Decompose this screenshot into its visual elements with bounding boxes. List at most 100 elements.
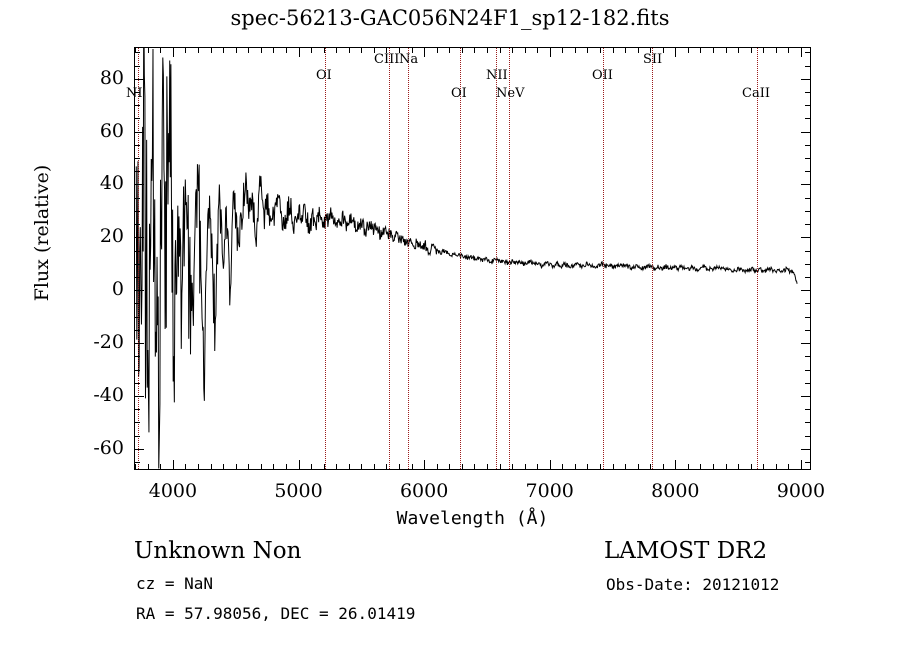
axis-tick xyxy=(134,316,140,318)
axis-tick xyxy=(713,47,715,53)
axis-tick xyxy=(323,47,325,53)
y-tick-label: 0 xyxy=(111,278,124,301)
axis-tick xyxy=(801,237,811,239)
y-tick-label: -40 xyxy=(93,383,124,406)
axis-tick xyxy=(725,47,727,53)
x-tick-label: 8000 xyxy=(651,480,700,502)
axis-tick xyxy=(574,47,576,53)
axis-tick xyxy=(134,462,140,464)
axis-tick xyxy=(805,144,811,146)
axis-tick xyxy=(311,464,313,470)
x-axis-label: Wavelength (Å) xyxy=(396,508,549,529)
axis-tick xyxy=(524,464,526,470)
axis-tick xyxy=(260,47,262,53)
axis-tick xyxy=(805,422,811,424)
axis-tick xyxy=(587,47,589,53)
axis-tick xyxy=(763,47,765,53)
axis-tick xyxy=(788,464,790,470)
axis-tick xyxy=(675,47,677,57)
spectral-line-label: OII xyxy=(592,68,613,83)
axis-tick xyxy=(599,47,601,53)
spectral-line-marker xyxy=(325,48,326,469)
axis-tick xyxy=(801,343,811,345)
axis-tick xyxy=(805,210,811,212)
y-tick-label: 20 xyxy=(99,225,124,248)
axis-tick xyxy=(399,47,401,53)
page-title: spec-56213-GAC056N24F1_sp12-182.fits xyxy=(230,6,670,30)
axis-tick xyxy=(436,464,438,470)
axis-tick xyxy=(650,47,652,53)
axis-tick xyxy=(662,464,664,470)
axis-tick xyxy=(700,464,702,470)
axis-tick xyxy=(273,47,275,53)
axis-tick xyxy=(801,78,811,80)
axis-tick xyxy=(461,464,463,470)
spectral-line-marker xyxy=(652,48,653,469)
spectral-line-label: OI xyxy=(316,68,332,83)
redshift-text: cz = NaN xyxy=(136,574,214,593)
axis-tick xyxy=(134,105,140,107)
spectral-line-label: NI xyxy=(126,86,143,101)
axis-tick xyxy=(725,464,727,470)
axis-tick xyxy=(549,460,551,470)
axis-tick xyxy=(160,464,162,470)
spectral-line-label: OI xyxy=(451,86,467,101)
axis-tick xyxy=(801,448,811,450)
axis-tick xyxy=(373,47,375,53)
axis-tick xyxy=(134,118,140,120)
axis-tick xyxy=(512,464,514,470)
axis-tick xyxy=(361,47,363,53)
axis-tick xyxy=(436,47,438,53)
axis-tick xyxy=(134,290,144,292)
axis-tick xyxy=(738,464,740,470)
spectral-line-label: NeV xyxy=(496,86,525,101)
axis-tick xyxy=(612,47,614,53)
axis-tick xyxy=(805,105,811,107)
axis-tick xyxy=(474,464,476,470)
axis-tick xyxy=(788,47,790,53)
spectral-line-marker xyxy=(509,48,510,469)
axis-tick xyxy=(134,277,140,278)
axis-tick xyxy=(612,464,614,470)
axis-tick xyxy=(474,47,476,53)
axis-tick xyxy=(449,464,451,470)
axis-tick xyxy=(700,47,702,53)
axis-tick xyxy=(512,47,514,53)
axis-tick xyxy=(805,263,811,265)
axis-tick xyxy=(348,464,350,470)
spectral-line-marker xyxy=(757,48,758,469)
x-tick-label: 9000 xyxy=(776,480,826,502)
spectral-line-marker xyxy=(389,48,390,469)
spectral-line-marker xyxy=(603,48,604,469)
axis-tick xyxy=(134,369,140,371)
axis-tick xyxy=(805,409,811,411)
axis-tick xyxy=(805,329,811,331)
axis-tick xyxy=(160,47,162,53)
axis-tick xyxy=(805,369,811,371)
axis-tick xyxy=(574,464,576,470)
axis-tick xyxy=(134,356,140,358)
axis-tick xyxy=(562,47,564,53)
y-tick-label: -60 xyxy=(93,436,124,459)
axis-tick xyxy=(805,118,811,120)
spectral-line-marker xyxy=(460,48,461,469)
axis-tick xyxy=(805,303,811,305)
axis-tick xyxy=(775,47,777,53)
axis-tick xyxy=(805,52,811,54)
y-tick-label: -20 xyxy=(93,331,124,354)
axis-tick xyxy=(537,464,539,470)
y-tick-label: 60 xyxy=(99,119,124,142)
axis-tick xyxy=(486,47,488,53)
axis-tick xyxy=(311,47,313,53)
axis-tick xyxy=(134,435,140,437)
spectral-line-marker xyxy=(496,48,497,469)
spectral-line-marker xyxy=(408,48,409,469)
axis-tick xyxy=(134,158,140,160)
axis-tick xyxy=(135,464,137,470)
axis-tick xyxy=(147,47,149,53)
axis-tick xyxy=(134,224,140,226)
axis-tick xyxy=(587,464,589,470)
axis-tick xyxy=(675,460,677,470)
axis-tick xyxy=(805,356,811,358)
axis-tick xyxy=(373,464,375,470)
